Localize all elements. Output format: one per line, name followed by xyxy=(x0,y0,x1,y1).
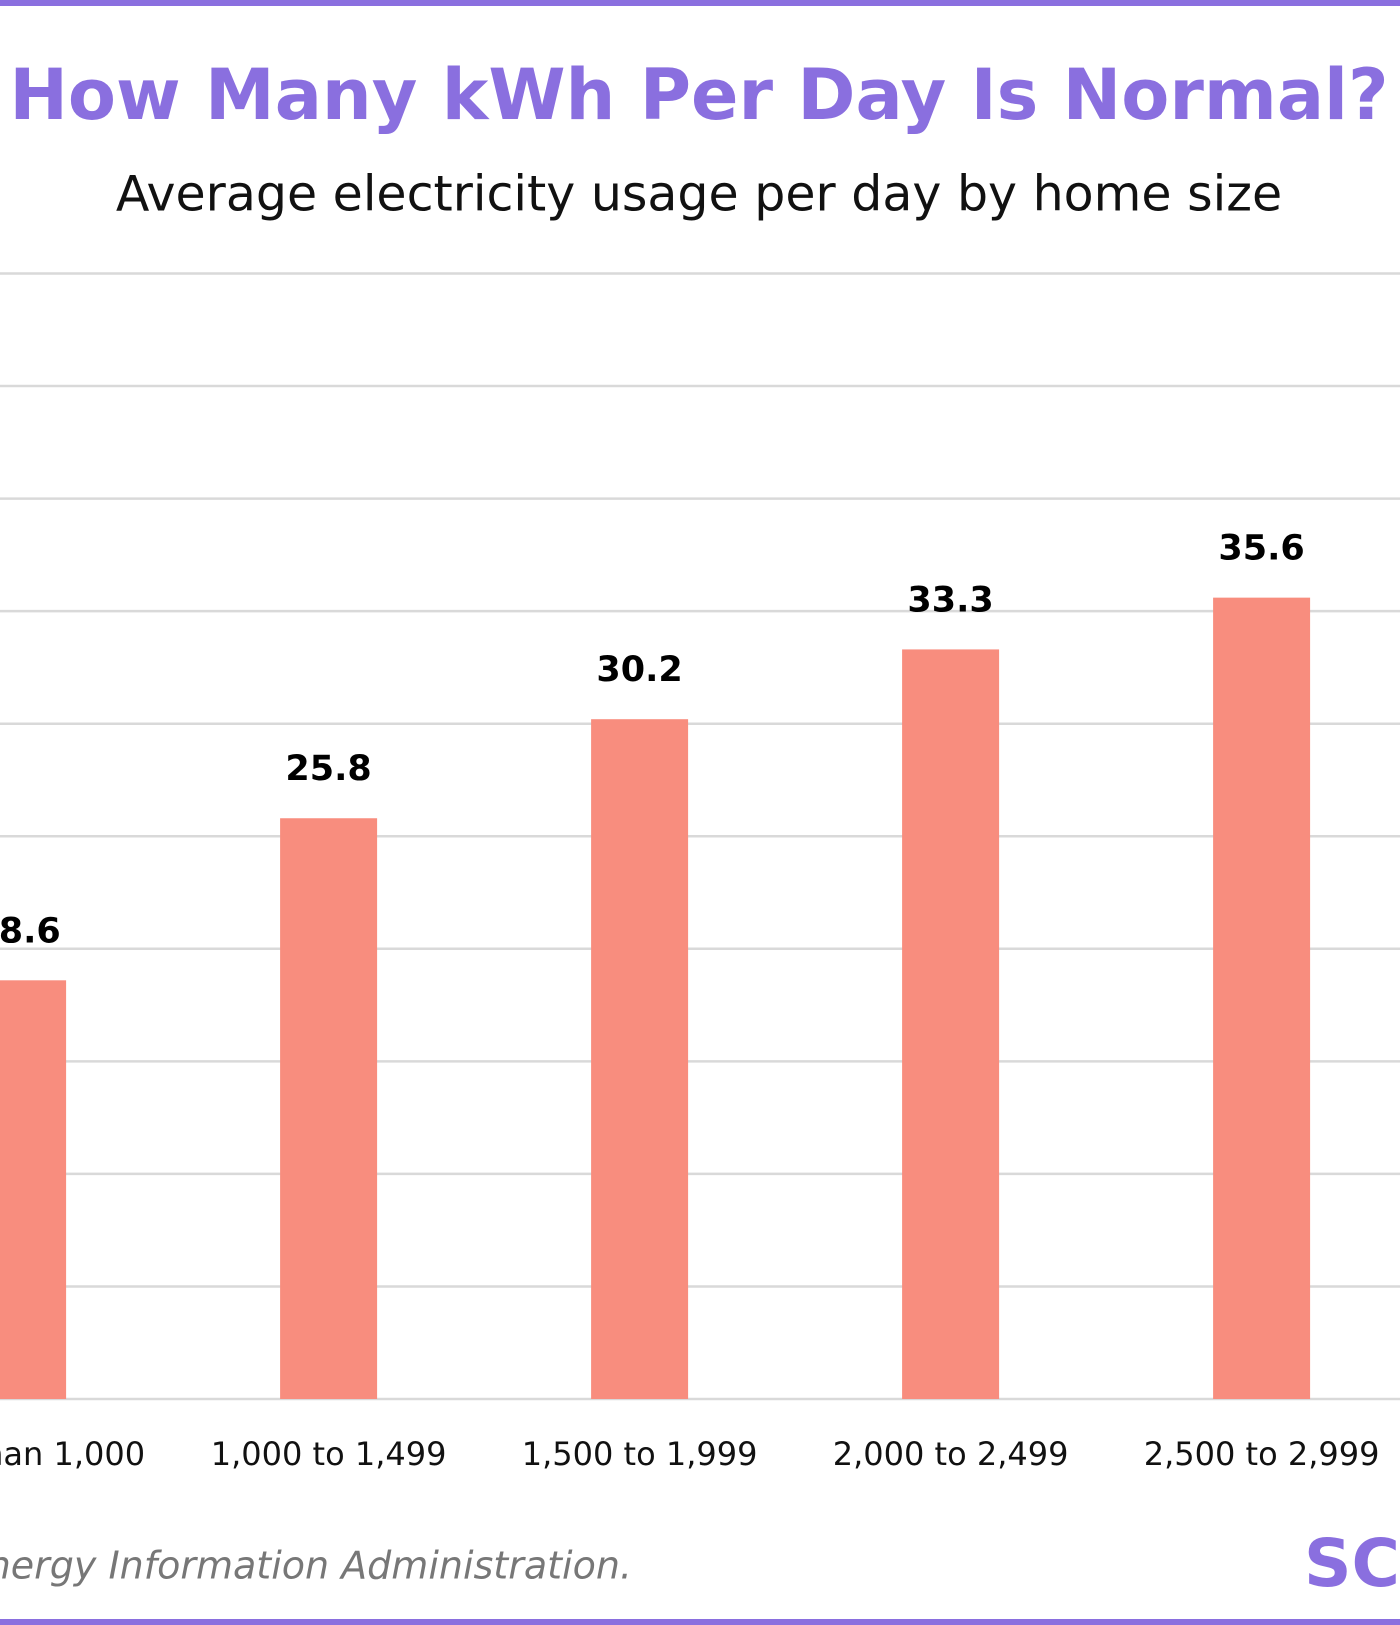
x-tick-label: 1,500 to 1,999 xyxy=(522,1435,758,1473)
x-tick-label: 2,000 to 2,499 xyxy=(833,1435,1069,1473)
value-label: 33.3 xyxy=(907,580,993,620)
bottom-rule xyxy=(0,1619,1400,1625)
value-label: 30.2 xyxy=(596,650,682,690)
value-label: 18.6 xyxy=(0,911,61,951)
source-note: Source: U.S. Energy Information Administ… xyxy=(0,1544,632,1588)
x-tick-label: Less than 1,000 xyxy=(0,1435,145,1473)
x-tick-label: 2,500 to 2,999 xyxy=(1144,1435,1380,1473)
bar xyxy=(591,719,689,1399)
bar xyxy=(280,818,378,1399)
logo: SC xyxy=(1304,1525,1400,1602)
chart-title: How Many kWh Per Day Is Normal? xyxy=(9,54,1388,136)
top-rule xyxy=(0,0,1400,6)
bar xyxy=(902,649,1000,1399)
bar xyxy=(0,980,67,1399)
value-label: 25.8 xyxy=(285,749,371,789)
value-label: 35.6 xyxy=(1218,529,1304,569)
x-tick-label: 1,000 to 1,499 xyxy=(211,1435,447,1473)
chart-subtitle: Average electricity usage per day by hom… xyxy=(116,166,1282,223)
bar xyxy=(1213,597,1311,1399)
